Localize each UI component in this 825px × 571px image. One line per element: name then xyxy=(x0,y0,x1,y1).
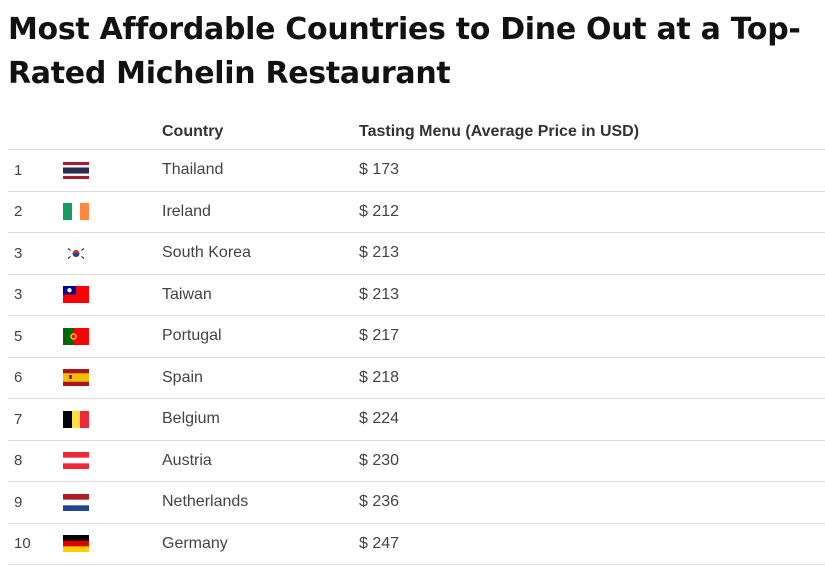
rank-cell: 3 xyxy=(8,274,63,316)
rank-cell: 8 xyxy=(8,440,63,482)
price-column-header: Tasting Menu (Average Price in USD) xyxy=(359,114,825,150)
country-cell: Taiwan xyxy=(162,274,359,316)
ranking-table: Country Tasting Menu (Average Price in U… xyxy=(8,114,825,565)
price-cell: $ 247 xyxy=(359,523,825,565)
table-row: 6 Spain $ 218 xyxy=(8,357,825,399)
country-cell: Ireland xyxy=(162,191,359,233)
rank-column-header xyxy=(8,114,63,150)
rank-cell: 2 xyxy=(8,191,63,233)
table-row: 5 Portugal $ 217 xyxy=(8,315,825,358)
price-cell: $ 173 xyxy=(359,149,825,192)
flag-cell xyxy=(63,315,162,358)
price-cell: $ 212 xyxy=(359,191,825,233)
country-cell: Portugal xyxy=(162,315,359,358)
country-cell: Netherlands xyxy=(162,481,359,524)
price-cell: $ 230 xyxy=(359,440,825,482)
ireland-flag-icon xyxy=(63,203,89,221)
netherlands-flag-icon xyxy=(63,493,89,511)
flag-cell xyxy=(63,274,162,316)
flag-cell xyxy=(63,191,162,233)
table-row: 10 Germany $ 247 xyxy=(8,523,825,565)
portugal-flag-icon xyxy=(63,327,89,345)
austria-flag-icon xyxy=(63,452,89,470)
country-cell: Austria xyxy=(162,440,359,482)
rank-cell: 5 xyxy=(8,315,63,358)
taiwan-flag-icon xyxy=(63,286,89,304)
rank-cell: 3 xyxy=(8,232,63,275)
country-cell: Germany xyxy=(162,523,359,565)
table-row: 7 Belgium $ 224 xyxy=(8,398,825,441)
table-row: 3 Taiwan $ 213 xyxy=(8,274,825,316)
table-row: 3 xyxy=(8,232,825,275)
flag-cell xyxy=(63,440,162,482)
table-row: 2 Ireland $ 212 xyxy=(8,191,825,233)
flag-cell xyxy=(63,523,162,565)
price-cell: $ 217 xyxy=(359,315,825,358)
flag-column-header xyxy=(63,114,162,150)
table-row: 9 Netherlands $ 236 xyxy=(8,481,825,524)
country-column-header: Country xyxy=(162,114,359,150)
country-cell: Belgium xyxy=(162,398,359,441)
belgium-flag-icon xyxy=(63,410,89,428)
table-header-row: Country Tasting Menu (Average Price in U… xyxy=(8,114,825,150)
spain-flag-icon xyxy=(63,369,89,387)
country-cell: Thailand xyxy=(162,149,359,192)
flag-cell xyxy=(63,398,162,441)
country-cell: Spain xyxy=(162,357,359,399)
flag-cell xyxy=(63,357,162,399)
germany-flag-icon xyxy=(63,535,89,553)
page-title: Most Affordable Countries to Dine Out at… xyxy=(8,12,801,91)
country-cell: South Korea xyxy=(162,232,359,275)
table-row: 8 Austria $ 230 xyxy=(8,440,825,482)
price-cell: $ 213 xyxy=(359,232,825,275)
thailand-flag-icon xyxy=(63,161,89,179)
south-korea-flag-icon xyxy=(63,244,89,262)
rank-cell: 6 xyxy=(8,357,63,399)
price-cell: $ 213 xyxy=(359,274,825,316)
rank-cell: 10 xyxy=(8,523,63,565)
table-row: 1 Thailand $ 173 xyxy=(8,149,825,192)
flag-cell xyxy=(63,481,162,524)
price-cell: $ 218 xyxy=(359,357,825,399)
price-cell: $ 236 xyxy=(359,481,825,524)
rank-cell: 7 xyxy=(8,398,63,441)
rank-cell: 1 xyxy=(8,149,63,192)
flag-cell xyxy=(63,149,162,192)
price-cell: $ 224 xyxy=(359,398,825,441)
flag-cell xyxy=(63,232,162,275)
rank-cell: 9 xyxy=(8,481,63,524)
